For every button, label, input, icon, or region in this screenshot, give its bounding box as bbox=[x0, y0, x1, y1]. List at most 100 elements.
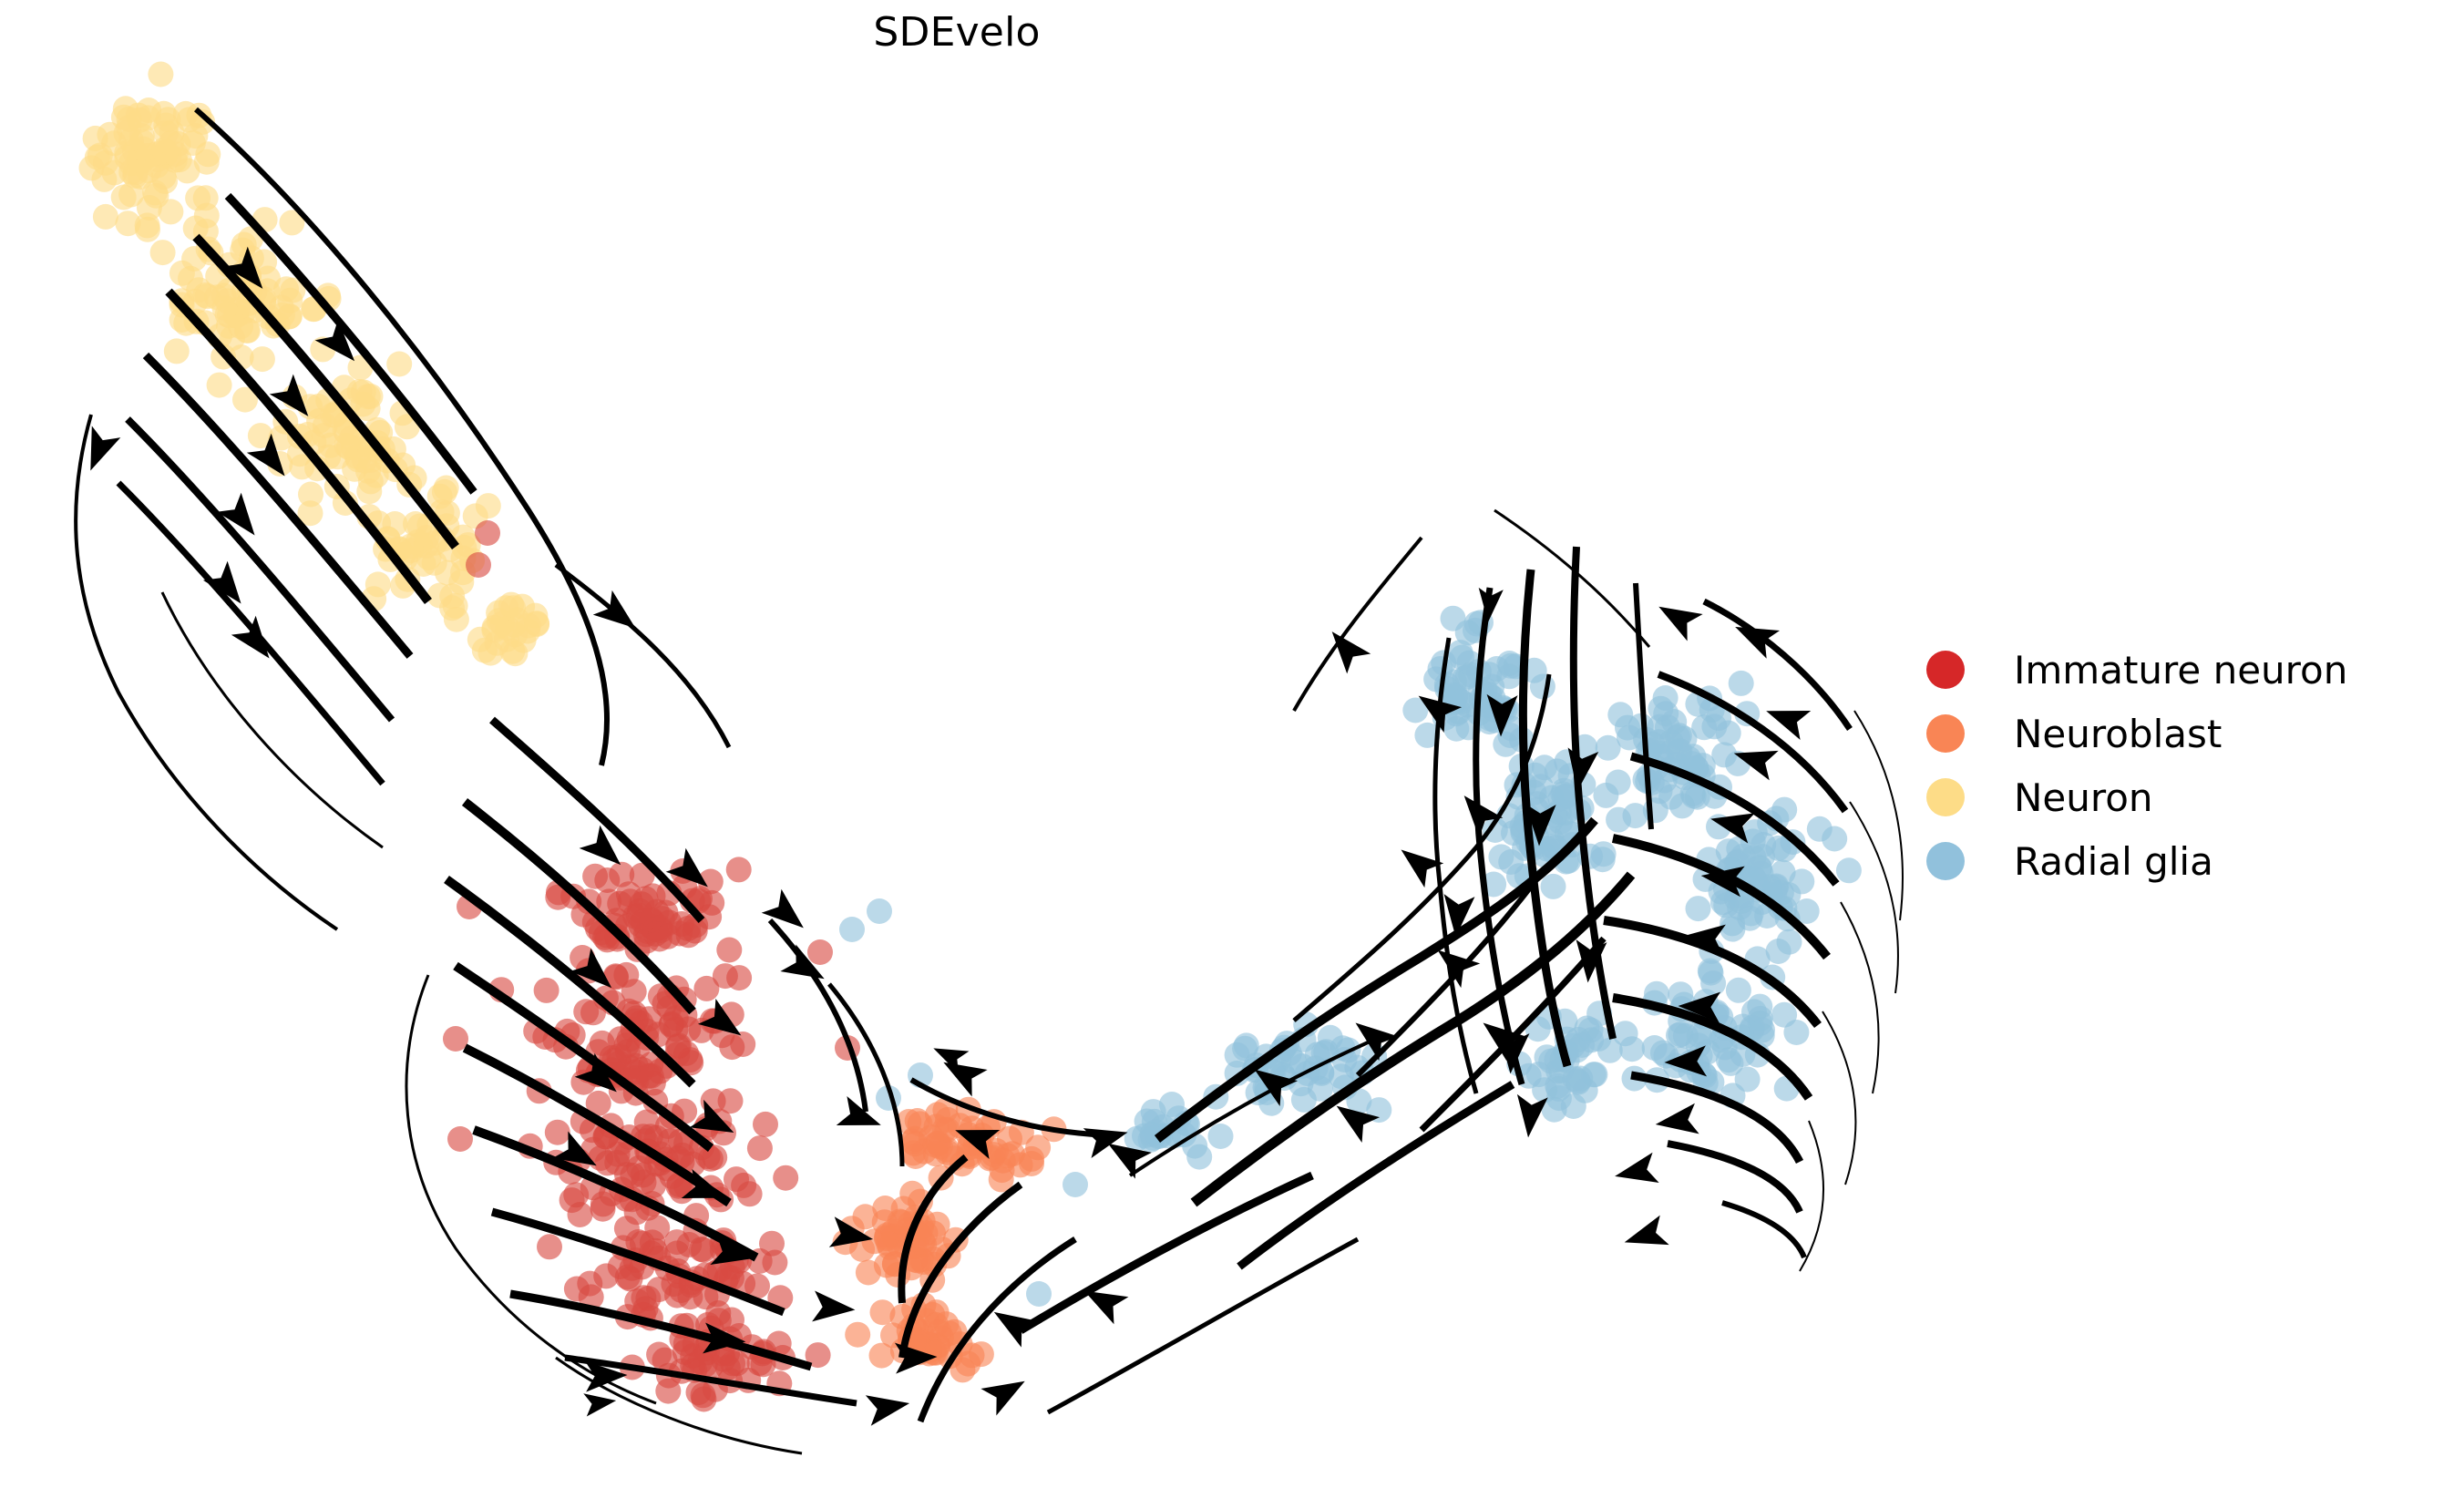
streamline bbox=[74, 414, 339, 931]
streamline bbox=[224, 192, 477, 495]
streamline bbox=[1611, 834, 1831, 960]
streamline-arrowhead-icon bbox=[1254, 1069, 1299, 1106]
streamline bbox=[555, 1356, 803, 1455]
streamline bbox=[1799, 1120, 1825, 1272]
streamline-arrowhead-icon bbox=[1083, 1128, 1128, 1158]
streamline-arrowhead-icon bbox=[836, 1096, 881, 1125]
streamline bbox=[1612, 993, 1813, 1101]
streamline bbox=[116, 480, 385, 786]
streamline-arrowhead-icon bbox=[1331, 631, 1371, 674]
streamline bbox=[192, 233, 459, 550]
streamline-arrowhead-icon bbox=[812, 1290, 856, 1322]
legend-marker-icon bbox=[1926, 714, 1965, 753]
streamline bbox=[898, 1154, 969, 1304]
streamline-arrowhead-icon bbox=[552, 1131, 597, 1166]
velocity-streamlines-layer bbox=[74, 107, 1904, 1455]
streamline bbox=[917, 1237, 1077, 1423]
streamline bbox=[1629, 752, 1840, 887]
legend-item-neuron[interactable]: Neuron bbox=[1914, 765, 2442, 829]
streamline-arrowhead-icon bbox=[90, 426, 121, 471]
streamline-arrowhead-icon bbox=[246, 433, 285, 477]
streamline-arrowhead-icon bbox=[1700, 866, 1745, 898]
streamline-arrowhead-icon bbox=[592, 590, 636, 629]
streamline-arrowhead-icon bbox=[681, 1169, 726, 1198]
streamline bbox=[1292, 536, 1423, 712]
page-title: SDEvelo bbox=[873, 9, 1041, 56]
streamline-arrowhead-icon bbox=[314, 319, 355, 362]
streamline bbox=[405, 974, 657, 1405]
streamline-arrowhead-icon bbox=[665, 847, 708, 888]
streamline-arrowhead-icon bbox=[703, 1322, 746, 1354]
streamline bbox=[1494, 508, 1651, 648]
streamline bbox=[125, 416, 395, 723]
streamline-arrowhead-icon bbox=[1624, 1215, 1669, 1246]
streamline bbox=[142, 352, 414, 659]
streamline-arrowhead-icon bbox=[894, 1342, 938, 1374]
legend-item-label: Immature neuron bbox=[2014, 647, 2348, 693]
streamline bbox=[554, 563, 732, 749]
streamline-arrowhead-icon bbox=[1486, 693, 1518, 737]
streamline-arrowhead-icon bbox=[584, 1360, 628, 1392]
streamline-arrowhead-icon bbox=[579, 825, 621, 866]
streamline-arrowhead-icon bbox=[1733, 750, 1779, 781]
streamline-arrowhead-icon bbox=[697, 999, 742, 1036]
streamline bbox=[767, 918, 868, 1113]
streamline-arrowhead-icon bbox=[980, 1380, 1025, 1416]
streamline-arrowhead-icon bbox=[1766, 711, 1812, 740]
streamline bbox=[461, 798, 696, 1015]
streamline-arrowhead-icon bbox=[955, 1130, 1001, 1159]
streamline-arrowhead-icon bbox=[1576, 939, 1607, 983]
streamline-arrowhead-icon bbox=[1401, 849, 1444, 888]
streamline bbox=[1603, 916, 1822, 1029]
streamline bbox=[564, 1354, 857, 1407]
streamline-arrowhead-icon bbox=[1678, 991, 1721, 1023]
streamline bbox=[160, 591, 384, 849]
streamline-arrowhead-icon bbox=[1516, 1093, 1548, 1138]
streamline-arrowhead-icon bbox=[1355, 1022, 1399, 1062]
streamline bbox=[1853, 710, 1904, 921]
streamline bbox=[453, 961, 714, 1152]
streamline bbox=[1154, 816, 1598, 1143]
streamline-arrowhead-icon bbox=[1658, 606, 1703, 641]
streamline-arrowhead-icon bbox=[1655, 1103, 1699, 1134]
streamline bbox=[1849, 801, 1899, 994]
streamline-arrowhead-icon bbox=[1437, 949, 1481, 989]
streamline-arrowhead-icon bbox=[1083, 1290, 1129, 1325]
streamline bbox=[827, 982, 905, 1167]
streamline-arrowhead-icon bbox=[1478, 587, 1504, 622]
legend-item-immature-neuron[interactable]: Immature neuron bbox=[1914, 638, 2442, 702]
streamline bbox=[194, 107, 611, 766]
streamline-arrowhead-icon bbox=[933, 1048, 970, 1074]
legend-item-neuroblast[interactable]: Neuroblast bbox=[1914, 702, 2442, 765]
streamline-arrowhead-icon bbox=[1336, 1105, 1381, 1143]
streamline-arrowhead-icon bbox=[689, 1099, 734, 1133]
streamline bbox=[1046, 1237, 1360, 1415]
streamline-arrowhead-icon bbox=[583, 1393, 617, 1417]
streamline bbox=[1630, 1071, 1804, 1165]
streamline-arrowhead-icon bbox=[269, 374, 309, 416]
streamline-arrowhead-icon bbox=[761, 888, 804, 929]
streamline bbox=[1190, 871, 1636, 1207]
streamline bbox=[1292, 673, 1552, 1022]
streamline-arrowhead-icon bbox=[570, 948, 612, 989]
streamline-arrowhead-icon bbox=[1418, 695, 1463, 733]
legend-item-radial-glia[interactable]: Radial glia bbox=[1914, 829, 2442, 893]
streamline-arrowhead-icon bbox=[1682, 924, 1726, 956]
streamline-arrowhead-icon bbox=[231, 615, 270, 659]
streamline bbox=[1657, 671, 1849, 814]
streamline bbox=[1633, 582, 1654, 830]
legend: Immature neuron Neuroblast Neuron Radial… bbox=[1914, 638, 2442, 893]
streamline bbox=[898, 1181, 1023, 1359]
streamline-arrowhead-icon bbox=[1710, 813, 1755, 844]
streamline bbox=[444, 875, 696, 1088]
streamline-arrowhead-icon bbox=[202, 560, 241, 604]
streamline-arrowhead-icon bbox=[865, 1395, 910, 1426]
streamline-arrowhead-icon bbox=[1735, 626, 1781, 659]
streamline bbox=[1018, 1171, 1314, 1334]
streamline bbox=[1822, 1011, 1857, 1185]
streamline bbox=[1667, 1140, 1803, 1214]
streamline bbox=[1721, 1200, 1807, 1259]
streamline-arrowhead-icon bbox=[780, 944, 825, 980]
